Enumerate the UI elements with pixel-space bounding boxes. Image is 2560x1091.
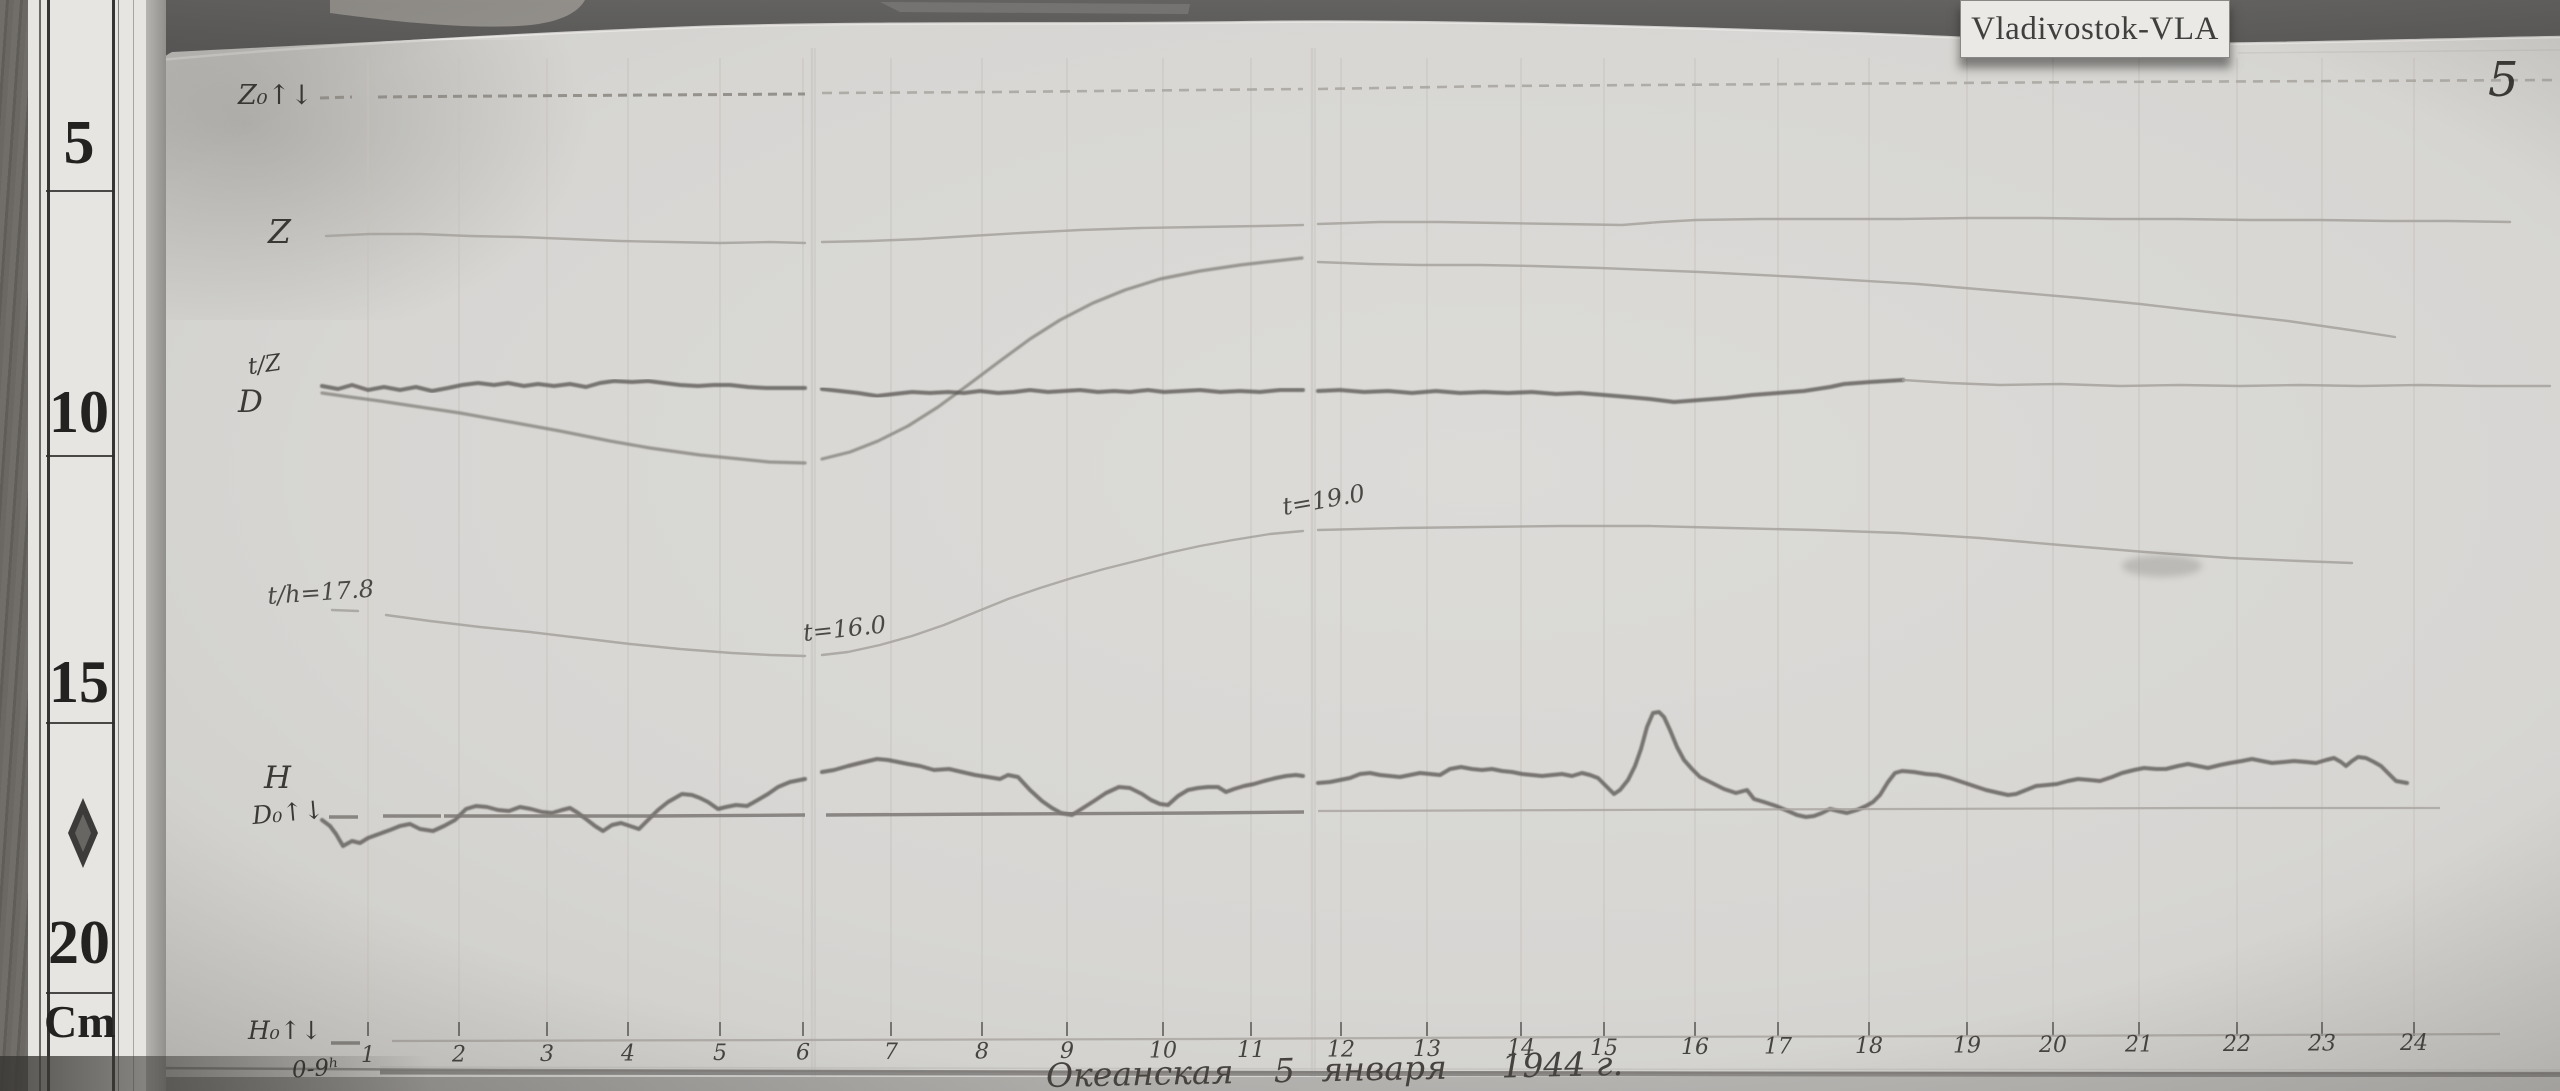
d0-baseline: [444, 813, 806, 818]
ruler-edge-line: [39, 0, 41, 1091]
ruler-section-divider: [46, 190, 114, 192]
ruler-mark-20: 20: [48, 909, 110, 977]
hour-label-5: 5: [713, 1041, 727, 1066]
hour-label-18: 18: [1855, 1034, 1883, 1059]
hour-label-6: 6: [796, 1040, 810, 1065]
hour-label-8: 8: [975, 1039, 989, 1064]
hour-label-4: 4: [620, 1041, 635, 1066]
label-z-trace: Z: [268, 212, 291, 251]
label-z0-baseline: Z₀↑↓: [238, 80, 313, 111]
station-name: Vladivostok-VLA: [1971, 10, 2219, 47]
hour-label-22: 22: [2222, 1032, 2251, 1057]
hour-label-20: 20: [2038, 1033, 2067, 1058]
label-hour-range: 0-9ʰ: [291, 1054, 340, 1084]
hour-label-3: 3: [540, 1042, 554, 1067]
caption-day: 5: [1273, 1050, 1296, 1091]
ruler-mark-15: 15: [49, 649, 109, 715]
cm-ruler: 5 10 15 20 Cm: [28, 0, 146, 1091]
ruler-mark-cm: Cm: [44, 996, 116, 1047]
corner-shade: [160, 40, 590, 320]
hour-label-16: 16: [1681, 1035, 1709, 1060]
hour-label-24: 24: [2399, 1031, 2428, 1056]
caption-place: Океанская: [1045, 1052, 1234, 1091]
caption-month: января: [1321, 1047, 1448, 1090]
hour-label-19: 19: [1953, 1034, 1981, 1059]
th-temperature-curve: [330, 608, 360, 613]
label-tz-trace: t/Z: [246, 349, 283, 381]
diamond-logo-icon: [68, 798, 98, 868]
smudge-mark: [2122, 555, 2202, 577]
caption-year: 1944 г.: [1500, 1043, 1624, 1086]
label-d-trace: D: [238, 384, 263, 420]
station-label-card: Vladivostok-VLA: [1960, 0, 2230, 58]
ruler-outer-line: [133, 0, 134, 1091]
ruler-inner-line: [118, 0, 119, 1091]
hour-label-17: 17: [1764, 1035, 1792, 1060]
bottom-left-shadow: [0, 1056, 430, 1091]
hour-label-23: 23: [2307, 1032, 2336, 1057]
page-number: 5: [2488, 52, 2519, 108]
ruler-section-divider: [46, 722, 114, 724]
hour-label-2: 2: [451, 1042, 466, 1067]
ruler-section-divider: [46, 455, 114, 457]
ruler-section-divider: [46, 992, 114, 994]
label-h-trace: H: [264, 760, 292, 796]
hour-label-7: 7: [884, 1040, 898, 1065]
ruler-mark-5: 5: [63, 109, 95, 177]
ruler-mark-10: 10: [49, 379, 109, 445]
ruler-shadow-gap: [146, 0, 166, 1091]
hour-label-21: 21: [2124, 1033, 2153, 1058]
label-h0-baseline: H₀↑↓: [248, 1016, 322, 1045]
